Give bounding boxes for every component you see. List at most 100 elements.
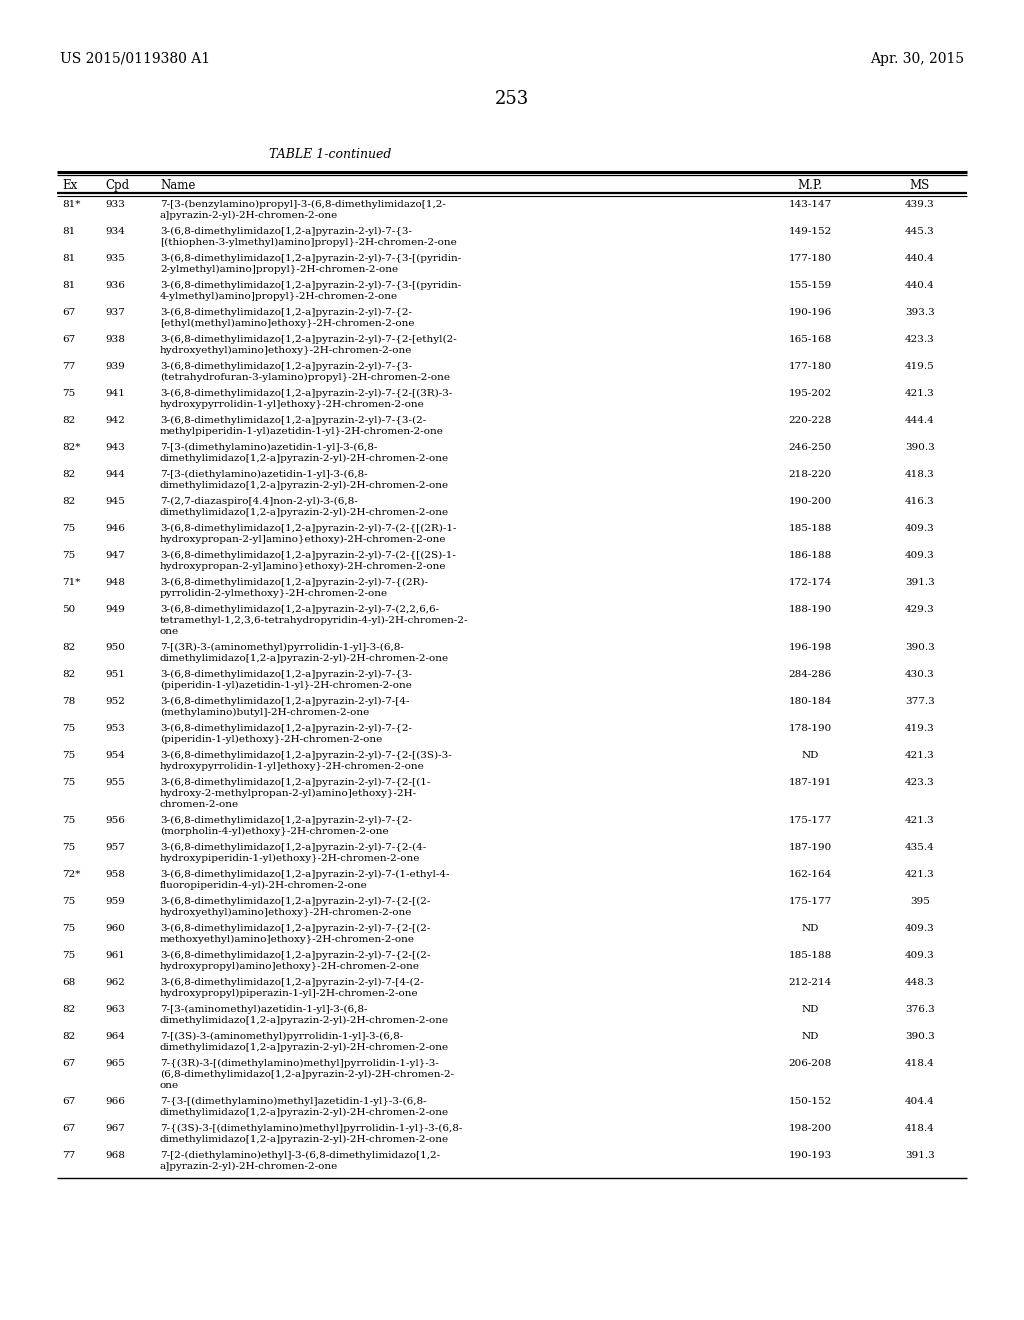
Text: one: one	[160, 1081, 179, 1090]
Text: 212-214: 212-214	[788, 978, 831, 987]
Text: 3-(6,8-dimethylimidazo[1,2-a]pyrazin-2-yl)-7-{2-: 3-(6,8-dimethylimidazo[1,2-a]pyrazin-2-y…	[160, 308, 412, 317]
Text: 67: 67	[62, 335, 75, 345]
Text: 165-168: 165-168	[788, 335, 831, 345]
Text: 409.3: 409.3	[905, 550, 935, 560]
Text: 942: 942	[105, 416, 125, 425]
Text: hydroxypropyl)piperazin-1-yl]-2H-chromen-2-one: hydroxypropyl)piperazin-1-yl]-2H-chromen…	[160, 989, 419, 998]
Text: 934: 934	[105, 227, 125, 236]
Text: US 2015/0119380 A1: US 2015/0119380 A1	[60, 51, 210, 66]
Text: 955: 955	[105, 777, 125, 787]
Text: 3-(6,8-dimethylimidazo[1,2-a]pyrazin-2-yl)-7-{2-[(3S)-3-: 3-(6,8-dimethylimidazo[1,2-a]pyrazin-2-y…	[160, 751, 452, 760]
Text: 391.3: 391.3	[905, 578, 935, 587]
Text: 964: 964	[105, 1032, 125, 1041]
Text: tetramethyl-1,2,3,6-tetrahydropyridin-4-yl)-2H-chromen-2-: tetramethyl-1,2,3,6-tetrahydropyridin-4-…	[160, 616, 469, 626]
Text: 3-(6,8-dimethylimidazo[1,2-a]pyrazin-2-yl)-7-(2-{[(2S)-1-: 3-(6,8-dimethylimidazo[1,2-a]pyrazin-2-y…	[160, 550, 456, 560]
Text: 67: 67	[62, 1059, 75, 1068]
Text: one: one	[160, 627, 179, 636]
Text: 7-[3-(aminomethyl)azetidin-1-yl]-3-(6,8-: 7-[3-(aminomethyl)azetidin-1-yl]-3-(6,8-	[160, 1005, 368, 1014]
Text: 444.4: 444.4	[905, 416, 935, 425]
Text: 82: 82	[62, 643, 75, 652]
Text: (methylamino)butyl]-2H-chromen-2-one: (methylamino)butyl]-2H-chromen-2-one	[160, 708, 370, 717]
Text: 187-191: 187-191	[788, 777, 831, 787]
Text: methoxyethyl)amino]ethoxy}-2H-chromen-2-one: methoxyethyl)amino]ethoxy}-2H-chromen-2-…	[160, 935, 415, 944]
Text: 961: 961	[105, 950, 125, 960]
Text: 185-188: 185-188	[788, 950, 831, 960]
Text: hydroxyethyl)amino]ethoxy}-2H-chromen-2-one: hydroxyethyl)amino]ethoxy}-2H-chromen-2-…	[160, 346, 413, 355]
Text: 947: 947	[105, 550, 125, 560]
Text: 180-184: 180-184	[788, 697, 831, 706]
Text: 75: 75	[62, 550, 75, 560]
Text: TABLE 1-continued: TABLE 1-continued	[269, 148, 391, 161]
Text: (6,8-dimethylimidazo[1,2-a]pyrazin-2-yl)-2H-chromen-2-: (6,8-dimethylimidazo[1,2-a]pyrazin-2-yl)…	[160, 1071, 454, 1080]
Text: 376.3: 376.3	[905, 1005, 935, 1014]
Text: 7-{(3R)-3-[(dimethylamino)methyl]pyrrolidin-1-yl}-3-: 7-{(3R)-3-[(dimethylamino)methyl]pyrroli…	[160, 1059, 439, 1068]
Text: 949: 949	[105, 605, 125, 614]
Text: 218-220: 218-220	[788, 470, 831, 479]
Text: 3-(6,8-dimethylimidazo[1,2-a]pyrazin-2-yl)-7-{3-[(pyridin-: 3-(6,8-dimethylimidazo[1,2-a]pyrazin-2-y…	[160, 281, 461, 290]
Text: a]pyrazin-2-yl)-2H-chromen-2-one: a]pyrazin-2-yl)-2H-chromen-2-one	[160, 211, 338, 220]
Text: 960: 960	[105, 924, 125, 933]
Text: Ex: Ex	[62, 180, 77, 191]
Text: Name: Name	[160, 180, 196, 191]
Text: 404.4: 404.4	[905, 1097, 935, 1106]
Text: 3-(6,8-dimethylimidazo[1,2-a]pyrazin-2-yl)-7-{3-(2-: 3-(6,8-dimethylimidazo[1,2-a]pyrazin-2-y…	[160, 416, 426, 425]
Text: 421.3: 421.3	[905, 389, 935, 399]
Text: 3-(6,8-dimethylimidazo[1,2-a]pyrazin-2-yl)-7-{2-(4-: 3-(6,8-dimethylimidazo[1,2-a]pyrazin-2-y…	[160, 843, 426, 853]
Text: 409.3: 409.3	[905, 950, 935, 960]
Text: 82: 82	[62, 1005, 75, 1014]
Text: 419.3: 419.3	[905, 723, 935, 733]
Text: 3-(6,8-dimethylimidazo[1,2-a]pyrazin-2-yl)-7-{(2R)-: 3-(6,8-dimethylimidazo[1,2-a]pyrazin-2-y…	[160, 578, 428, 587]
Text: 935: 935	[105, 253, 125, 263]
Text: 430.3: 430.3	[905, 671, 935, 678]
Text: 416.3: 416.3	[905, 498, 935, 506]
Text: 3-(6,8-dimethylimidazo[1,2-a]pyrazin-2-yl)-7-(2,2,6,6-: 3-(6,8-dimethylimidazo[1,2-a]pyrazin-2-y…	[160, 605, 439, 614]
Text: 149-152: 149-152	[788, 227, 831, 236]
Text: 198-200: 198-200	[788, 1125, 831, 1133]
Text: 67: 67	[62, 308, 75, 317]
Text: 948: 948	[105, 578, 125, 587]
Text: 3-(6,8-dimethylimidazo[1,2-a]pyrazin-2-yl)-7-{3-: 3-(6,8-dimethylimidazo[1,2-a]pyrazin-2-y…	[160, 227, 412, 236]
Text: 196-198: 196-198	[788, 643, 831, 652]
Text: 143-147: 143-147	[788, 201, 831, 209]
Text: dimethylimidazo[1,2-a]pyrazin-2-yl)-2H-chromen-2-one: dimethylimidazo[1,2-a]pyrazin-2-yl)-2H-c…	[160, 1043, 450, 1052]
Text: 959: 959	[105, 898, 125, 906]
Text: 409.3: 409.3	[905, 924, 935, 933]
Text: 957: 957	[105, 843, 125, 851]
Text: 946: 946	[105, 524, 125, 533]
Text: 190-193: 190-193	[788, 1151, 831, 1160]
Text: hydroxypiperidin-1-yl)ethoxy}-2H-chromen-2-one: hydroxypiperidin-1-yl)ethoxy}-2H-chromen…	[160, 854, 421, 863]
Text: 423.3: 423.3	[905, 335, 935, 345]
Text: (morpholin-4-yl)ethoxy}-2H-chromen-2-one: (morpholin-4-yl)ethoxy}-2H-chromen-2-one	[160, 828, 389, 836]
Text: 75: 75	[62, 723, 75, 733]
Text: hydroxypyrrolidin-1-yl]ethoxy}-2H-chromen-2-one: hydroxypyrrolidin-1-yl]ethoxy}-2H-chrome…	[160, 762, 425, 771]
Text: hydroxypyrrolidin-1-yl]ethoxy}-2H-chromen-2-one: hydroxypyrrolidin-1-yl]ethoxy}-2H-chrome…	[160, 400, 425, 409]
Text: 954: 954	[105, 751, 125, 760]
Text: 377.3: 377.3	[905, 697, 935, 706]
Text: 3-(6,8-dimethylimidazo[1,2-a]pyrazin-2-yl)-7-(2-{[(2R)-1-: 3-(6,8-dimethylimidazo[1,2-a]pyrazin-2-y…	[160, 524, 457, 533]
Text: dimethylimidazo[1,2-a]pyrazin-2-yl)-2H-chromen-2-one: dimethylimidazo[1,2-a]pyrazin-2-yl)-2H-c…	[160, 1016, 450, 1026]
Text: M.P.: M.P.	[798, 180, 822, 191]
Text: 75: 75	[62, 816, 75, 825]
Text: 421.3: 421.3	[905, 751, 935, 760]
Text: dimethylimidazo[1,2-a]pyrazin-2-yl)-2H-chromen-2-one: dimethylimidazo[1,2-a]pyrazin-2-yl)-2H-c…	[160, 508, 450, 517]
Text: 7-[3-(benzylamino)propyl]-3-(6,8-dimethylimidazo[1,2-: 7-[3-(benzylamino)propyl]-3-(6,8-dimethy…	[160, 201, 445, 209]
Text: 284-286: 284-286	[788, 671, 831, 678]
Text: 82: 82	[62, 470, 75, 479]
Text: 68: 68	[62, 978, 75, 987]
Text: 440.4: 440.4	[905, 253, 935, 263]
Text: dimethylimidazo[1,2-a]pyrazin-2-yl)-2H-chromen-2-one: dimethylimidazo[1,2-a]pyrazin-2-yl)-2H-c…	[160, 653, 450, 663]
Text: 81: 81	[62, 253, 75, 263]
Text: 150-152: 150-152	[788, 1097, 831, 1106]
Text: 3-(6,8-dimethylimidazo[1,2-a]pyrazin-2-yl)-7-{2-: 3-(6,8-dimethylimidazo[1,2-a]pyrazin-2-y…	[160, 816, 412, 825]
Text: 3-(6,8-dimethylimidazo[1,2-a]pyrazin-2-yl)-7-{3-: 3-(6,8-dimethylimidazo[1,2-a]pyrazin-2-y…	[160, 362, 412, 371]
Text: 81: 81	[62, 227, 75, 236]
Text: 3-(6,8-dimethylimidazo[1,2-a]pyrazin-2-yl)-7-[4-(2-: 3-(6,8-dimethylimidazo[1,2-a]pyrazin-2-y…	[160, 978, 424, 987]
Text: 395: 395	[910, 898, 930, 906]
Text: a]pyrazin-2-yl)-2H-chromen-2-one: a]pyrazin-2-yl)-2H-chromen-2-one	[160, 1162, 338, 1171]
Text: pyrrolidin-2-ylmethoxy}-2H-chromen-2-one: pyrrolidin-2-ylmethoxy}-2H-chromen-2-one	[160, 589, 388, 598]
Text: [ethyl(methyl)amino]ethoxy}-2H-chromen-2-one: [ethyl(methyl)amino]ethoxy}-2H-chromen-2…	[160, 319, 415, 329]
Text: ND: ND	[802, 1005, 818, 1014]
Text: (piperidin-1-yl)azetidin-1-yl}-2H-chromen-2-one: (piperidin-1-yl)azetidin-1-yl}-2H-chrome…	[160, 681, 412, 690]
Text: [(thiophen-3-ylmethyl)amino]propyl}-2H-chromen-2-one: [(thiophen-3-ylmethyl)amino]propyl}-2H-c…	[160, 238, 457, 247]
Text: 956: 956	[105, 816, 125, 825]
